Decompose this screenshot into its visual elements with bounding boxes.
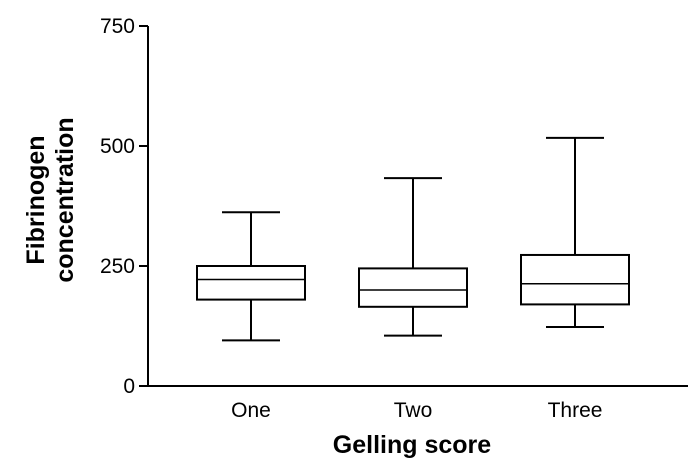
y-axis-title-line-1: Fibrinogen xyxy=(22,135,50,264)
x-category-label: Three xyxy=(548,399,603,422)
interquartile-box xyxy=(196,265,306,301)
boxes xyxy=(196,136,630,342)
y-axis-title-line-2: concentration xyxy=(51,117,79,282)
y-axis: 0 250 500 750 xyxy=(100,15,149,398)
y-tick-label: 0 xyxy=(123,375,135,398)
interquartile-box xyxy=(520,253,630,306)
x-axis: One Two Three xyxy=(148,385,688,422)
y-tick-label: 500 xyxy=(100,135,135,158)
box-two xyxy=(358,177,468,337)
x-category-label: One xyxy=(231,399,271,422)
x-axis-title: Gelling score xyxy=(333,431,491,459)
box-three xyxy=(520,136,630,328)
x-category-label: Two xyxy=(394,399,433,422)
interquartile-box xyxy=(358,267,468,308)
y-tick-label: 250 xyxy=(100,255,135,278)
y-tick-label: 750 xyxy=(100,15,135,38)
box-one xyxy=(196,211,306,342)
